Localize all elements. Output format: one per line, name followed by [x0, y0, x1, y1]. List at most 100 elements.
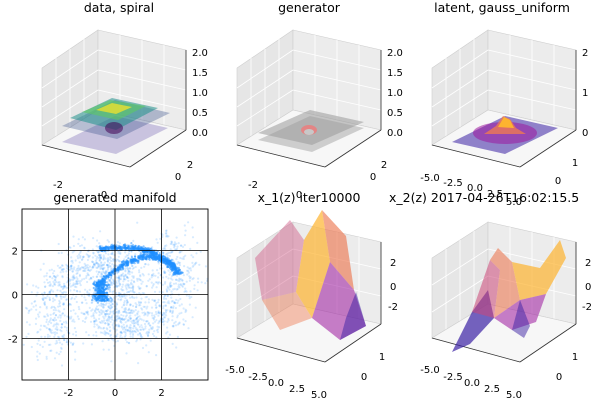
scatter-point: [137, 300, 140, 303]
scatter-point: [172, 272, 175, 276]
scatter-point: [72, 235, 75, 238]
scatter-point: [99, 299, 102, 302]
scatter-point: [63, 339, 66, 342]
scatter-point: [164, 271, 167, 274]
scatter-point: [107, 253, 110, 256]
scatter-point: [62, 268, 65, 271]
scatter-point: [106, 268, 109, 271]
scatter-point: [108, 279, 111, 282]
scatter-point: [180, 278, 183, 281]
scatter-point: [62, 282, 66, 285]
scatter-point: [51, 277, 54, 280]
scatter-point: [141, 308, 144, 311]
scatter-point: [63, 285, 66, 288]
scatter-point: [92, 312, 95, 315]
scatter-point: [129, 314, 132, 317]
scatter-point: [123, 300, 126, 303]
scatter-point: [123, 318, 126, 321]
scatter-point: [89, 276, 92, 280]
scatter-point: [124, 278, 127, 281]
scatter-point: [181, 285, 184, 288]
scatter-point: [101, 291, 104, 295]
surface-facet: [472, 260, 500, 318]
scatter-point: [192, 277, 195, 280]
scatter-point: [166, 254, 169, 257]
scatter-point: [163, 316, 166, 319]
scatter-point: [139, 304, 142, 307]
scatter-point: [167, 300, 170, 303]
scatter-point: [101, 267, 104, 270]
scatter-point: [97, 289, 100, 293]
scatter-point: [95, 305, 99, 308]
scatter-point: [136, 321, 139, 324]
scatter-point: [150, 312, 154, 315]
scatter-point: [118, 309, 121, 312]
scatter-point: [131, 295, 134, 298]
scatter-point: [142, 248, 146, 251]
scatter-point: [120, 332, 123, 335]
scatter-point: [191, 265, 194, 268]
scatter-point: [134, 314, 137, 317]
scatter-point: [51, 285, 55, 288]
scatter-point: [48, 275, 51, 278]
scatter-point: [131, 334, 135, 337]
scatter-point: [75, 272, 78, 275]
scatter-point: [109, 307, 112, 310]
scatter-point: [68, 246, 71, 249]
scatter-point: [120, 273, 123, 276]
scatter-point: [188, 303, 191, 306]
scatter-point: [61, 276, 64, 279]
scatter-point: [126, 284, 129, 287]
scatter-point: [143, 322, 147, 326]
scatter-point: [105, 264, 108, 267]
scatter-point: [65, 263, 68, 266]
scatter-point: [128, 316, 131, 319]
scatter-point: [166, 264, 169, 267]
scatter-point: [36, 331, 39, 334]
scatter-point: [108, 323, 111, 326]
scatter-point: [154, 281, 157, 284]
scatter-point: [71, 259, 74, 262]
x-tick: 0.0: [467, 183, 483, 194]
scatter-point: [48, 296, 51, 299]
panel-data-spiral: data, spiral: [41, 0, 208, 201]
scatter-point: [194, 262, 197, 265]
scatter-point: [62, 295, 65, 298]
scatter-point: [83, 238, 86, 241]
scatter-point: [98, 310, 101, 313]
scatter-point: [43, 285, 47, 288]
scatter-point: [111, 299, 114, 302]
scatter-point: [172, 324, 175, 327]
scatter-point: [91, 299, 94, 302]
scatter-point: [135, 318, 138, 321]
scatter-point: [107, 315, 110, 318]
scatter-point: [140, 266, 143, 269]
scatter-point: [109, 304, 112, 307]
scatter-point: [102, 275, 105, 278]
scatter-point: [102, 281, 105, 284]
scatter-point: [98, 326, 101, 329]
scatter-point: [70, 265, 73, 268]
x-tick: -2.5: [443, 372, 463, 383]
scatter-point: [124, 255, 127, 259]
scatter-point: [98, 311, 102, 314]
scatter-point: [60, 330, 63, 333]
scatter-point: [102, 285, 105, 288]
scatter-point: [50, 268, 54, 271]
scatter-point: [52, 297, 55, 300]
z-tick: 1.5: [192, 68, 208, 79]
scatter-point: [171, 315, 174, 318]
scatter-point: [132, 325, 136, 328]
scatter-point: [54, 276, 57, 280]
scatter-point: [173, 301, 176, 304]
scatter-point: [94, 310, 97, 313]
scatter-point: [124, 273, 127, 276]
scatter-point: [187, 269, 190, 273]
scatter-point: [68, 303, 71, 306]
scatter-point: [124, 306, 127, 310]
scatter-point: [124, 264, 127, 267]
scatter-point: [73, 276, 76, 279]
scatter-point: [137, 319, 140, 322]
scatter-point: [182, 274, 185, 277]
scatter-point: [81, 236, 84, 239]
